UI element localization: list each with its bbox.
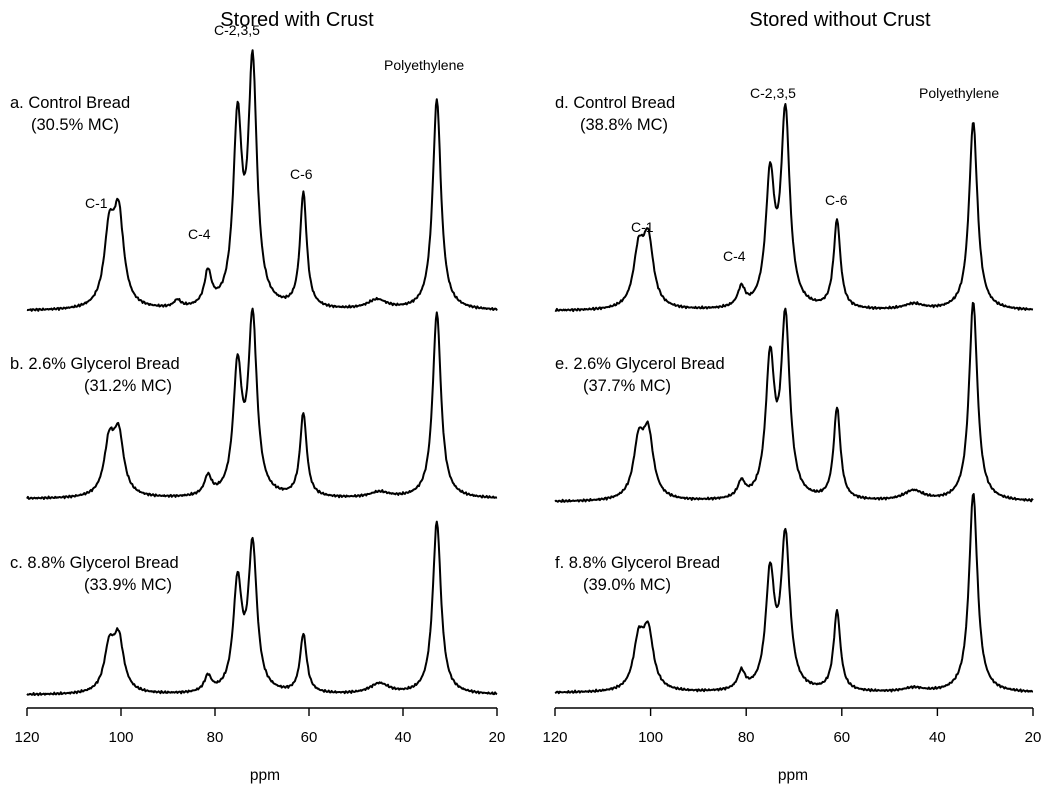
x-tick-label: 60 (833, 729, 850, 746)
peak-label-c1-left: C-1 (85, 195, 108, 211)
x-tick-label: 80 (738, 729, 755, 746)
x-tick-label: 40 (395, 729, 412, 746)
x-tick-label: 120 (14, 729, 39, 746)
x-axis-ticks-left: 120 100 80 60 40 20 (14, 708, 505, 746)
x-tick-label: 40 (929, 729, 946, 746)
peak-label-polyethylene-left: Polyethylene (384, 57, 464, 73)
x-axis-label-right: ppm (778, 767, 808, 784)
spectrum-line-d (554, 103, 1034, 313)
spectrum-line-a (26, 49, 498, 312)
spectrum-line-e (554, 301, 1034, 503)
x-tick-label: 20 (489, 729, 506, 746)
sample-sublabel-f: (39.0% MC) (583, 576, 671, 594)
spectrum-line-f (554, 493, 1033, 695)
peak-label-polyethylene-right: Polyethylene (919, 85, 999, 101)
sample-label-f: f. 8.8% Glycerol Bread (555, 554, 720, 572)
spectrum-line-c (26, 520, 498, 697)
sample-sublabel-d: (38.8% MC) (580, 116, 668, 134)
x-tick-label: 20 (1025, 729, 1042, 746)
sample-sublabel-e: (37.7% MC) (583, 377, 671, 395)
x-tick-label: 120 (542, 729, 567, 746)
panel-title-with-crust: Stored with Crust (220, 9, 374, 31)
spectra-group-without-crust (554, 103, 1034, 695)
sample-sublabel-a: (30.5% MC) (31, 116, 119, 134)
peak-label-c1-right: C-1 (631, 219, 654, 235)
panel-title-without-crust: Stored without Crust (749, 9, 931, 31)
spectrum-line-b (26, 307, 498, 500)
sample-sublabel-c: (33.9% MC) (84, 576, 172, 594)
x-axis-label-left: ppm (250, 767, 280, 784)
peak-label-c4-right: C-4 (723, 248, 746, 264)
x-tick-label: 100 (108, 729, 133, 746)
peak-label-c6-left: C-6 (290, 166, 313, 182)
peak-label-c4-left: C-4 (188, 226, 211, 242)
peak-label-c235-right: C-2,3,5 (750, 85, 796, 101)
panel-stored-with-crust: Stored with Crust a. Control Bread (30.5… (10, 9, 505, 784)
x-tick-label: 60 (301, 729, 318, 746)
sample-label-d: d. Control Bread (555, 94, 675, 112)
x-axis-ticks-right: 120 100 80 60 40 20 (542, 708, 1041, 746)
sample-label-a: a. Control Bread (10, 94, 130, 112)
sample-sublabel-b: (31.2% MC) (84, 377, 172, 395)
x-tick-label: 80 (207, 729, 224, 746)
peak-label-c235-left: C-2,3,5 (214, 22, 260, 38)
sample-label-b: b. 2.6% Glycerol Bread (10, 355, 180, 373)
peak-label-c6-right: C-6 (825, 192, 848, 208)
x-tick-label: 100 (638, 729, 663, 746)
spectra-group-with-crust (26, 49, 498, 697)
sample-label-c: c. 8.8% Glycerol Bread (10, 554, 179, 572)
sample-label-e: e. 2.6% Glycerol Bread (555, 355, 725, 373)
panel-stored-without-crust: Stored without Crust d. Control Bread (3… (542, 9, 1041, 784)
